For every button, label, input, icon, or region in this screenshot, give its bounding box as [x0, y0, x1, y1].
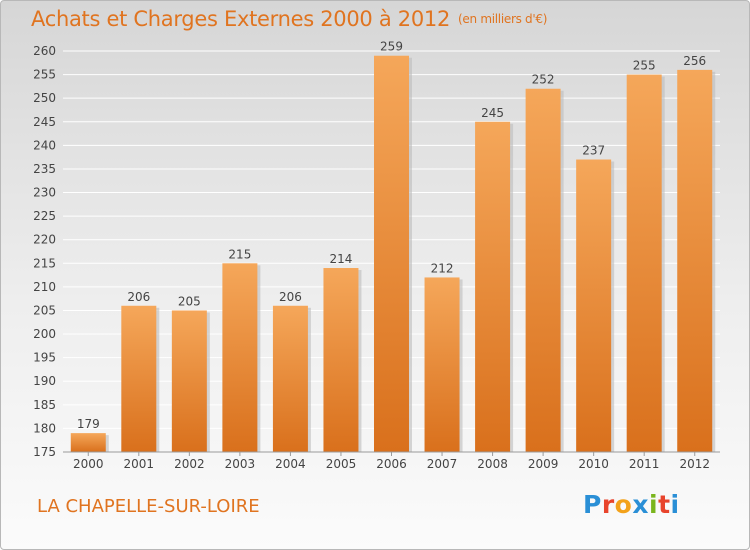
logo-letter: r — [601, 490, 615, 519]
y-tick-label: 185 — [33, 398, 56, 412]
y-tick-label: 235 — [33, 162, 56, 176]
data-label: 206 — [279, 290, 302, 304]
bar — [626, 74, 662, 453]
bar — [70, 433, 106, 452]
x-tick-label: 2011 — [629, 457, 660, 471]
y-tick-label: 210 — [33, 280, 56, 294]
y-tick-label: 245 — [33, 115, 56, 129]
y-tick-label: 240 — [33, 138, 56, 152]
y-tick-label: 175 — [33, 445, 56, 459]
bar — [323, 268, 359, 452]
x-tick-label: 2004 — [275, 457, 306, 471]
x-tick-label: 2009 — [528, 457, 559, 471]
bar — [576, 159, 612, 452]
x-tick-label: 2000 — [73, 457, 104, 471]
data-label: 212 — [431, 261, 454, 275]
y-tick-label: 205 — [33, 303, 56, 317]
place-name: LA CHAPELLE-SUR-LOIRE — [37, 496, 260, 517]
y-tick-label: 215 — [33, 256, 56, 270]
x-tick-label: 2002 — [174, 457, 205, 471]
data-label: 179 — [77, 417, 100, 431]
bar — [677, 69, 713, 452]
bar — [171, 310, 207, 452]
data-label: 252 — [532, 73, 555, 87]
bar — [424, 277, 460, 452]
data-label: 237 — [582, 144, 605, 158]
data-label: 245 — [481, 106, 504, 120]
y-tick-label: 250 — [33, 91, 56, 105]
logo-letter: o — [614, 490, 633, 519]
x-tick-label: 2007 — [427, 457, 458, 471]
bar — [475, 121, 511, 452]
bars — [70, 55, 716, 453]
y-tick-label: 255 — [33, 68, 56, 82]
x-tick-label: 2008 — [477, 457, 508, 471]
y-tick-label: 180 — [33, 421, 56, 435]
data-label: 215 — [228, 247, 251, 261]
x-tick-label: 2003 — [225, 457, 256, 471]
data-label: 255 — [633, 59, 656, 73]
bar — [525, 88, 561, 452]
x-tick-label: 2001 — [124, 457, 155, 471]
y-tick-label: 260 — [33, 44, 56, 58]
data-label: 259 — [380, 40, 403, 54]
chart-title-text: Achats et Charges Externes 2000 à 2012 — [31, 7, 451, 31]
bar — [374, 55, 409, 452]
x-axis: 2000 2001 2002 2003 2004 2005 2006 2007 2008 2009… — [73, 452, 710, 471]
x-tick-label: 2005 — [326, 457, 357, 471]
y-tick-label: 225 — [33, 209, 56, 223]
bar — [272, 305, 308, 452]
logo-letter: t — [658, 490, 671, 519]
data-label: 214 — [330, 252, 353, 266]
bar — [121, 305, 157, 452]
data-label: 256 — [683, 54, 706, 68]
x-tick-label: 2010 — [578, 457, 609, 471]
bar — [222, 263, 258, 452]
x-tick-label: 2012 — [679, 457, 710, 471]
data-labels: 179 206 205 215 206 214 259 212 245 252 237 255 256 — [77, 40, 706, 431]
proxiti-logo: Proxiti — [583, 490, 680, 519]
data-label: 205 — [178, 294, 201, 308]
y-tick-label: 220 — [33, 233, 56, 247]
data-label: 206 — [127, 290, 150, 304]
logo-letter: x — [632, 490, 649, 519]
logo-letter: i — [649, 490, 659, 519]
x-tick-label: 2006 — [376, 457, 407, 471]
y-tick-label: 200 — [33, 327, 56, 341]
logo-letter: P — [583, 490, 602, 519]
y-tick-label: 190 — [33, 374, 56, 388]
logo-letter: i — [670, 490, 680, 519]
chart-title: Achats et Charges Externes 2000 à 2012 (e… — [31, 7, 547, 31]
y-tick-label: 230 — [33, 186, 56, 200]
y-tick-label: 195 — [33, 351, 56, 365]
chart-subtitle: (en milliers d'€) — [458, 12, 548, 26]
